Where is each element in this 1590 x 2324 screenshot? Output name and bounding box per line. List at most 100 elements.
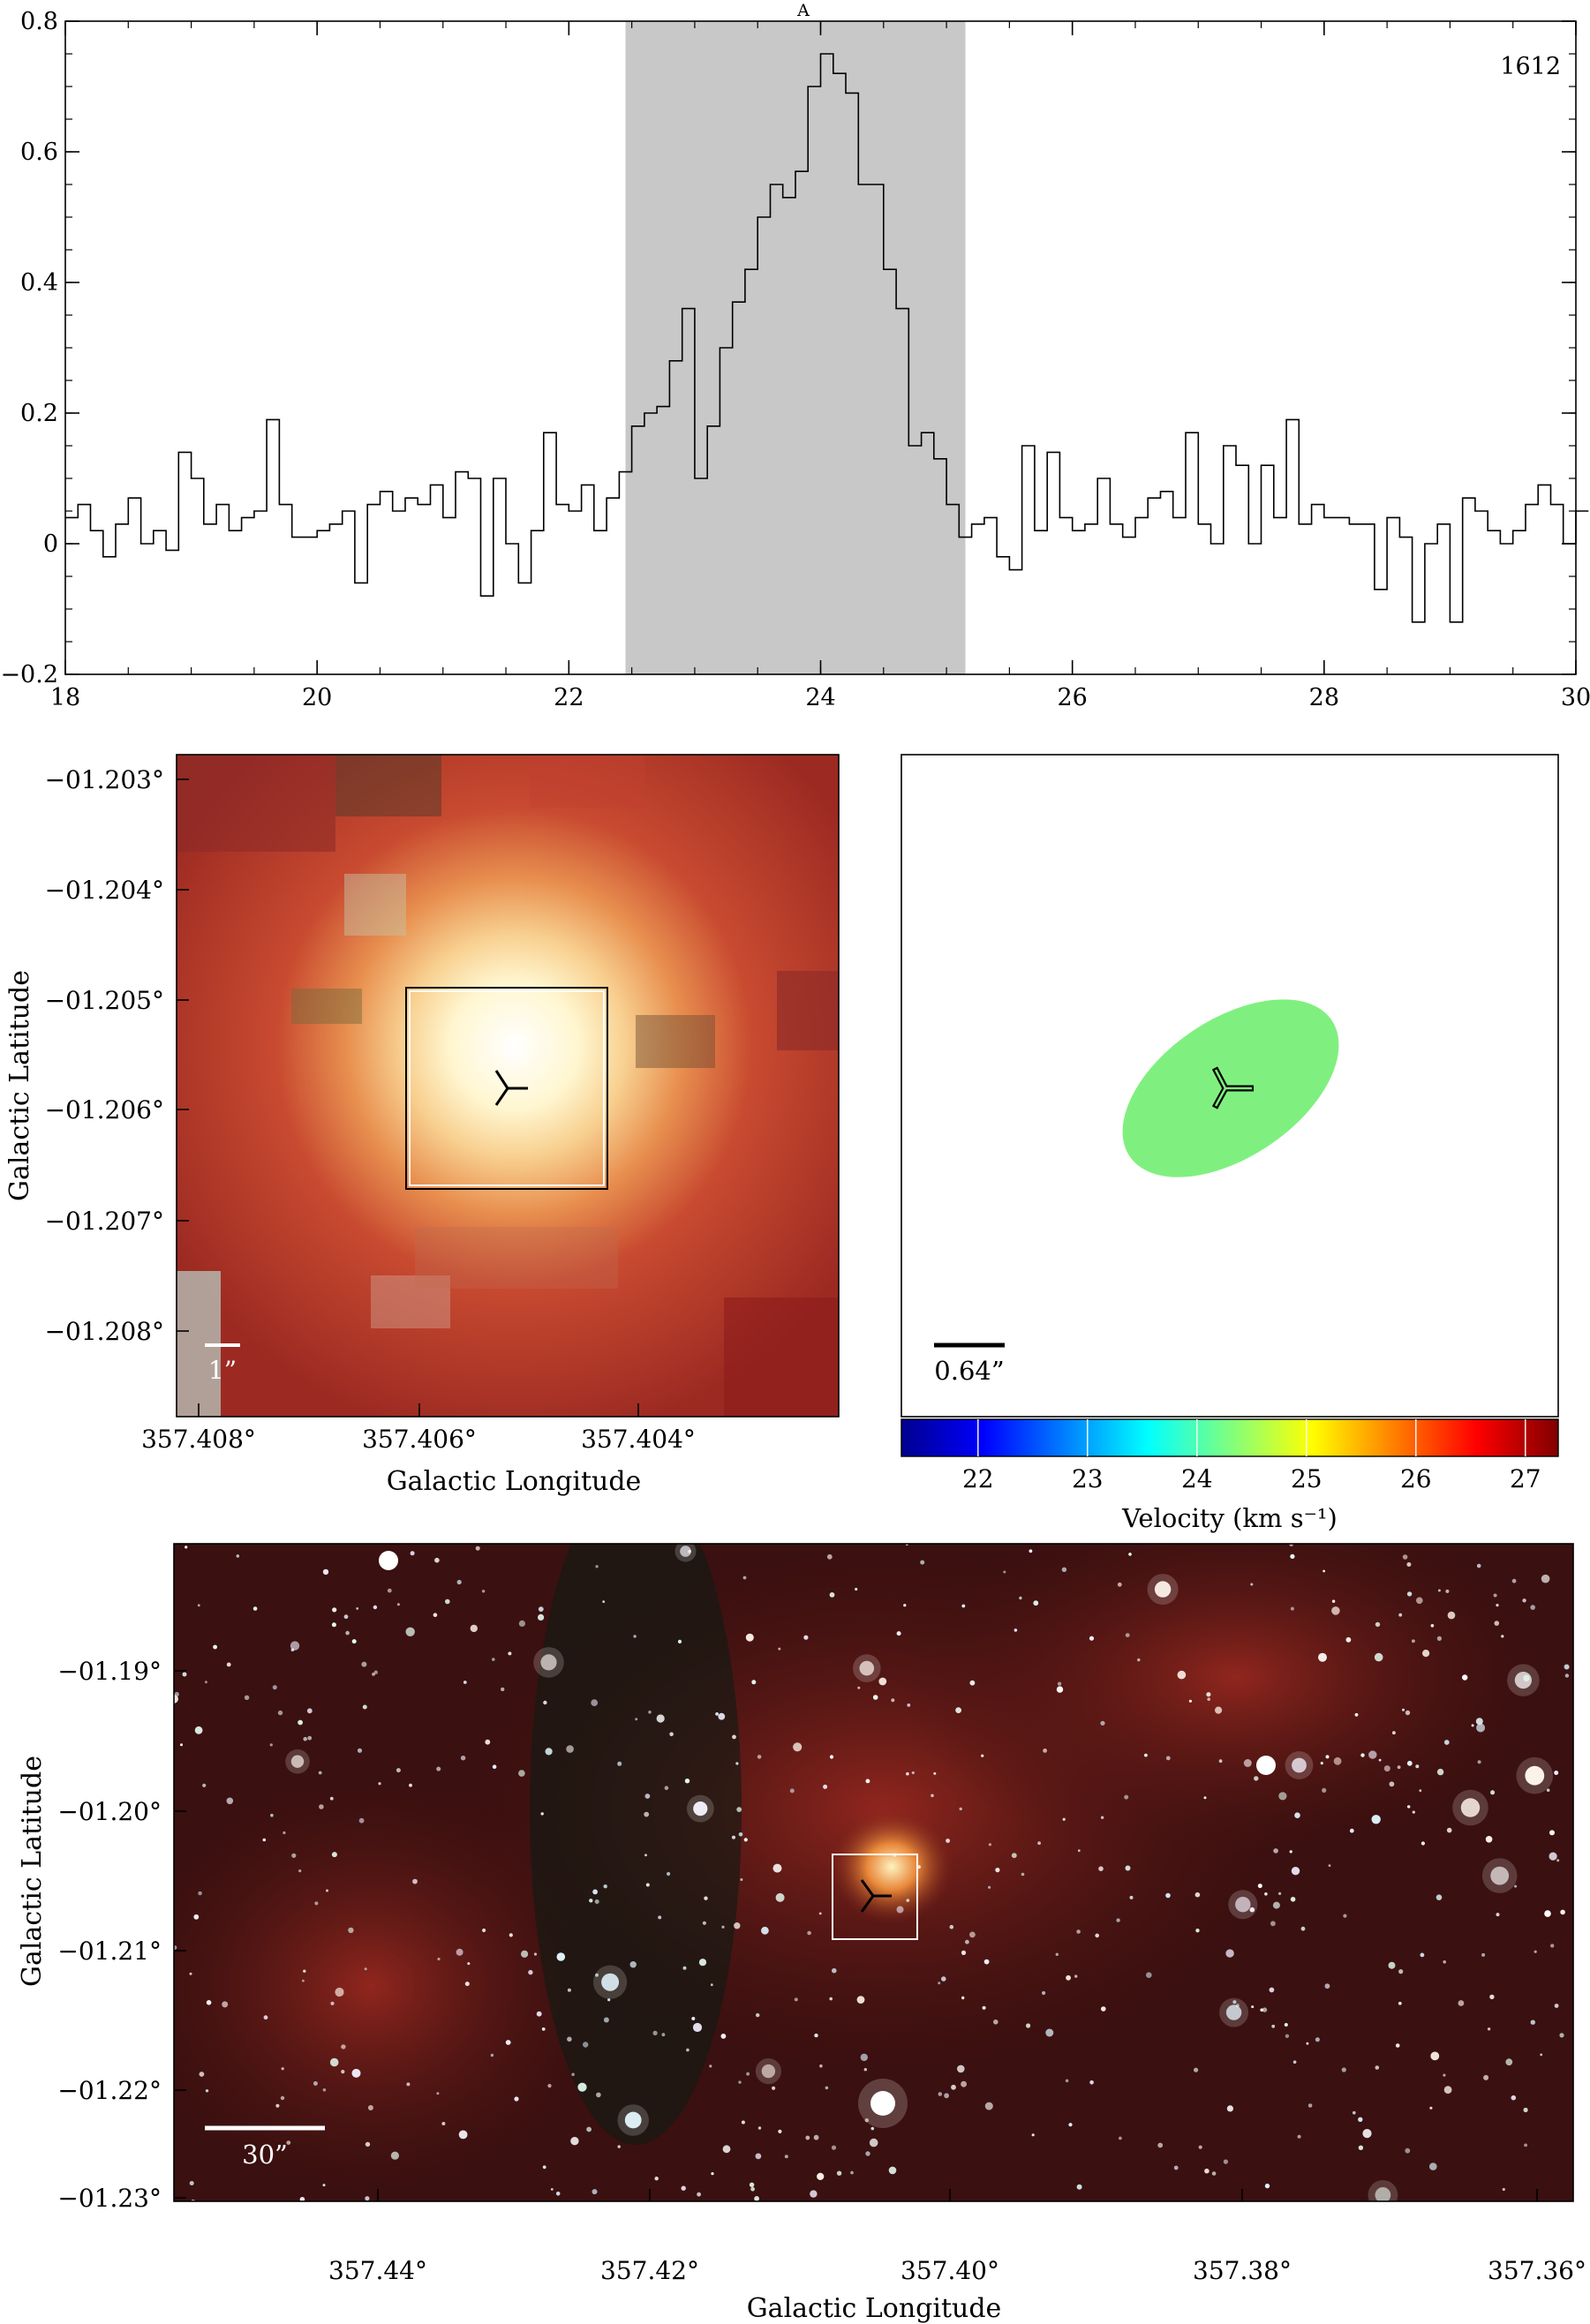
star: [595, 1565, 599, 1568]
star: [1523, 2107, 1528, 2113]
star: [1119, 2136, 1122, 2140]
star: [603, 2017, 609, 2023]
star: [1368, 1750, 1377, 1759]
colorbar-tick-label: 25: [1291, 1464, 1322, 1493]
star: [174, 1691, 179, 1697]
star: [1223, 2159, 1228, 2164]
star: [1353, 2110, 1356, 2115]
star: [298, 1869, 302, 1873]
zoom-y-tick-label: −01.207°: [45, 1207, 164, 1236]
star: [1065, 2079, 1069, 2083]
star: [1341, 2067, 1346, 2072]
star: [961, 1996, 965, 2000]
star: [1471, 1724, 1474, 1727]
star: [322, 2184, 326, 2187]
star: [944, 2093, 949, 2099]
star: [492, 1658, 495, 1661]
wide-x-tick-label: 357.42°: [600, 2256, 699, 2285]
star: [1554, 1771, 1559, 1775]
star: [692, 2022, 703, 2033]
star: [567, 1988, 571, 1992]
star: [409, 1783, 412, 1787]
star: [538, 1613, 545, 1621]
star: [1550, 1944, 1555, 1948]
zoom-y-tick-label: −01.205°: [45, 986, 164, 1015]
star: [1297, 2134, 1301, 2139]
star: [1412, 1639, 1415, 1643]
star: [406, 2082, 411, 2087]
star: [594, 1899, 599, 1904]
star: [343, 1614, 349, 1620]
star: [1485, 1836, 1493, 1843]
wide-x-tick-label: 357.36°: [1488, 2256, 1586, 2285]
star: [550, 2188, 554, 2191]
star: [378, 1782, 381, 1786]
star: [1420, 1841, 1425, 1846]
star: [1564, 1664, 1570, 1670]
star: [1307, 2103, 1313, 2108]
star: [198, 1891, 202, 1896]
star: [283, 1831, 286, 1835]
zoom-y-tick-label: −01.204°: [45, 876, 164, 905]
star: [825, 2086, 829, 2090]
star: [1554, 2004, 1559, 2008]
star: [291, 1853, 297, 1858]
star: [538, 1606, 544, 1612]
star: [1290, 1897, 1296, 1902]
star: [677, 1639, 682, 1643]
star: [492, 1764, 497, 1769]
star: [1243, 1759, 1252, 1767]
star: [475, 1546, 480, 1551]
star: [1322, 1569, 1325, 1573]
star: [920, 1560, 925, 1565]
colorbar-tick-label: 26: [1400, 1464, 1432, 1493]
star: [331, 1622, 336, 1628]
star: [1559, 2033, 1564, 2038]
star: [1405, 1710, 1411, 1716]
star: [698, 1959, 707, 1967]
star: [607, 1998, 611, 2002]
star: [467, 1962, 471, 1966]
star: [1292, 2060, 1297, 2064]
star: [335, 1987, 344, 1997]
star: [592, 1889, 598, 1895]
spectrum-x-tick-label: 28: [1309, 684, 1339, 711]
star: [1462, 1674, 1468, 1681]
star: [754, 2196, 759, 2201]
star: [814, 2033, 818, 2038]
star: [1215, 1706, 1223, 1714]
star: [1322, 1787, 1327, 1793]
star: [536, 2011, 542, 2017]
velocity-source-marker-icon: [1211, 1066, 1254, 1109]
star: [1294, 1812, 1300, 1818]
star: [1564, 1673, 1570, 1678]
star: [1204, 2168, 1209, 2174]
star: [1436, 1768, 1444, 1776]
star: [1055, 1952, 1059, 1956]
star: [1476, 1563, 1481, 1568]
star: [911, 1771, 915, 1775]
star: [667, 1871, 671, 1876]
spectrum-window-label: A: [796, 1, 810, 20]
star: [436, 2092, 440, 2095]
star: [740, 1878, 743, 1881]
star: [1331, 1606, 1340, 1615]
star: [1154, 1581, 1172, 1598]
star: [481, 1590, 486, 1593]
star: [1226, 2105, 1233, 2112]
star: [818, 1912, 822, 1915]
star: [441, 2122, 446, 2125]
star: [860, 2053, 868, 2062]
star: [961, 1950, 967, 1955]
star: [681, 2185, 686, 2191]
star: [1436, 1894, 1443, 1900]
star: [682, 1966, 687, 1970]
star: [290, 1755, 305, 1768]
star: [314, 1901, 319, 1906]
star: [555, 2192, 561, 2196]
star: [412, 1878, 418, 1884]
star: [603, 1884, 607, 1889]
star: [322, 2088, 327, 2092]
star: [829, 1755, 834, 1759]
star: [1388, 1961, 1396, 1969]
